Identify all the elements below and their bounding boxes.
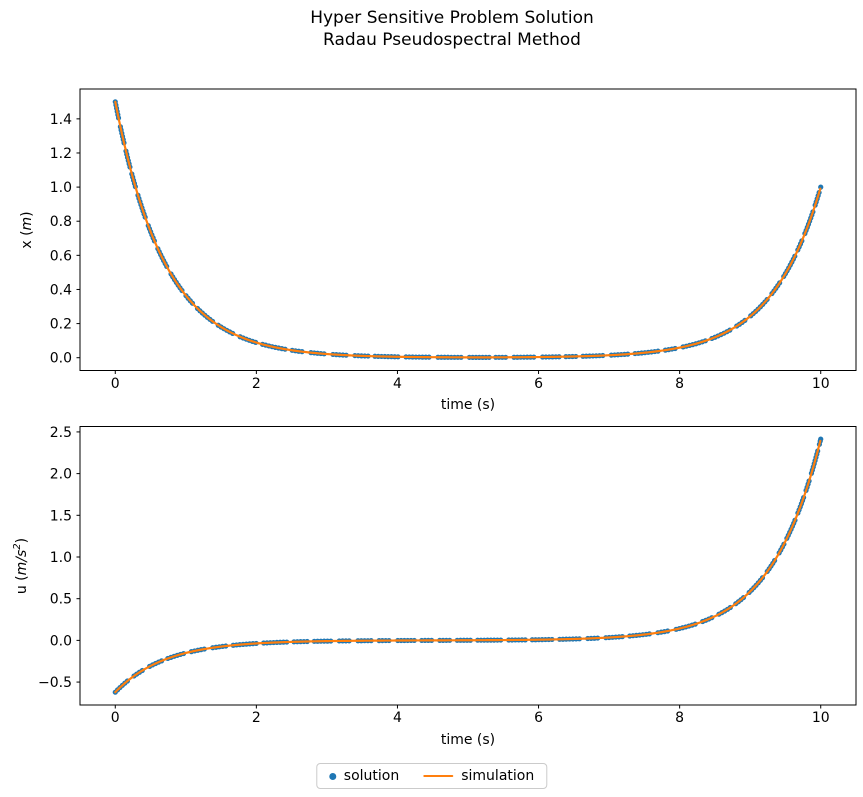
legend-label-solution: solution xyxy=(343,768,400,784)
x-tick-label: 10 xyxy=(812,710,830,726)
y-tick-label: 2.0 xyxy=(50,467,72,483)
y-tick-label: 0.8 xyxy=(50,214,72,230)
x-axis-ticks: 0 2 4 6 8 10 xyxy=(111,370,830,392)
x-tick-label: 6 xyxy=(534,376,543,392)
x-tick-label: 10 xyxy=(812,376,830,392)
x-axis-ticks: 0 2 4 6 8 10 xyxy=(111,705,830,726)
subplot-2-ylabel: u (m/s2) xyxy=(12,538,30,594)
x-tick-label: 8 xyxy=(675,376,684,392)
subplot-x-xlabel: time (s) xyxy=(441,397,495,413)
subplot-u: 0 2 4 6 8 10 −0.5 0.0 0.5 1.0 1.5 2.0 2.5 u (m/s2) xyxy=(12,425,857,726)
legend: solution simulation xyxy=(315,763,548,789)
simulation-line xyxy=(114,439,822,694)
figure-title-line1: Hyper Sensitive Problem Solution xyxy=(310,8,594,28)
y-tick-label: 0.4 xyxy=(50,282,72,298)
figure-title: Hyper Sensitive Problem Solution Radau P… xyxy=(310,8,594,51)
legend-item-simulation: simulation xyxy=(423,768,534,784)
simulation-line xyxy=(114,100,822,359)
y-tick-label: 0.5 xyxy=(50,592,72,608)
x-tick-label: 2 xyxy=(252,376,261,392)
subplot-u-xlabel: time (s) xyxy=(441,732,495,748)
y-tick-label: 1.0 xyxy=(50,550,72,566)
y-tick-label: 0.6 xyxy=(50,248,72,264)
y-tick-label: 1.0 xyxy=(50,180,72,196)
x-tick-label: 4 xyxy=(393,376,402,392)
y-tick-label: 1.4 xyxy=(50,112,72,128)
y-tick-label: 0.0 xyxy=(50,351,72,367)
x-tick-label: 6 xyxy=(534,710,543,726)
y-axis-ticks: 0.0 0.2 0.4 0.6 0.8 1.0 1.2 1.4 xyxy=(50,112,80,367)
x-tick-label: 8 xyxy=(675,710,684,726)
figure-title-line2: Radau Pseudospectral Method xyxy=(323,29,581,50)
solution-points xyxy=(112,99,824,360)
subplot-x: 0 2 4 6 8 10 0.0 0.2 0.4 0.6 0.8 1.0 1.2 1.4 x (m) xyxy=(19,88,857,392)
y-tick-label: 2.5 xyxy=(50,425,72,441)
solution-points xyxy=(112,436,824,695)
y-tick-label: 0.0 xyxy=(50,633,72,649)
axes-frame xyxy=(79,88,857,371)
simulation-line-marker-icon xyxy=(423,774,454,778)
solution-dot-marker-icon xyxy=(328,772,336,780)
y-axis-ticks: −0.5 0.0 0.5 1.0 1.5 2.0 2.5 xyxy=(38,425,80,691)
legend-label-simulation: simulation xyxy=(461,768,535,784)
x-tick-label: 2 xyxy=(252,710,261,726)
y-tick-label: 0.2 xyxy=(50,317,72,333)
x-tick-label: 4 xyxy=(393,710,402,726)
x-tick-label: 0 xyxy=(111,376,120,392)
y-tick-label: 1.2 xyxy=(50,146,72,162)
subplot-1-ylabel: x (m) xyxy=(19,211,35,248)
x-tick-label: 0 xyxy=(111,710,120,726)
axes-frame xyxy=(79,426,857,706)
legend-item-solution: solution xyxy=(328,768,400,784)
y-tick-label: −0.5 xyxy=(38,675,72,691)
y-tick-label: 1.5 xyxy=(50,508,72,524)
